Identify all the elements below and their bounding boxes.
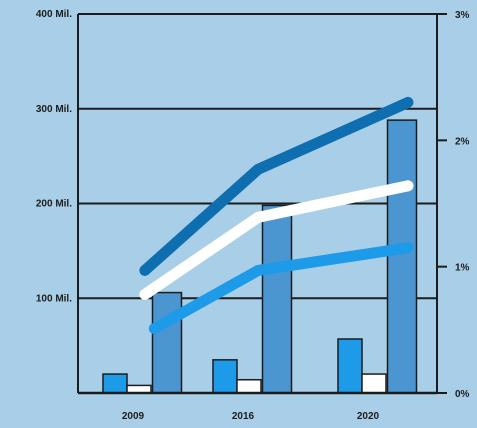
right-tick-label-3: 3% xyxy=(455,10,470,21)
line-series-0 xyxy=(139,96,414,276)
bar-s0-2016 xyxy=(212,359,238,394)
bar-s2-2016 xyxy=(261,204,293,394)
left-tick-label-2: 300 Mil. xyxy=(36,104,72,115)
bar-s1-2016 xyxy=(236,378,262,394)
left-tick-label-1: 200 Mil. xyxy=(36,199,72,210)
bar-s2-2020 xyxy=(386,119,418,394)
category-label-2020: 2020 xyxy=(357,411,380,422)
left-tick-label-0: 100 Mil. xyxy=(36,293,72,304)
bar-s0-2009 xyxy=(102,373,128,394)
line-series-1 xyxy=(139,180,414,300)
bar-s0-2020 xyxy=(337,338,363,394)
right-tick-label-1: 1% xyxy=(455,263,470,274)
line-series-2 xyxy=(148,242,414,335)
category-label-2009: 2009 xyxy=(122,411,145,422)
left-tick-label-3: 400 Mil. xyxy=(36,9,72,20)
bar-s2-2009 xyxy=(151,291,183,394)
bar-s1-2020 xyxy=(361,373,387,394)
right-tick-label-2: 2% xyxy=(455,136,470,147)
right-tick-label-0: 0% xyxy=(455,389,470,400)
category-label-2016: 2016 xyxy=(232,411,255,422)
